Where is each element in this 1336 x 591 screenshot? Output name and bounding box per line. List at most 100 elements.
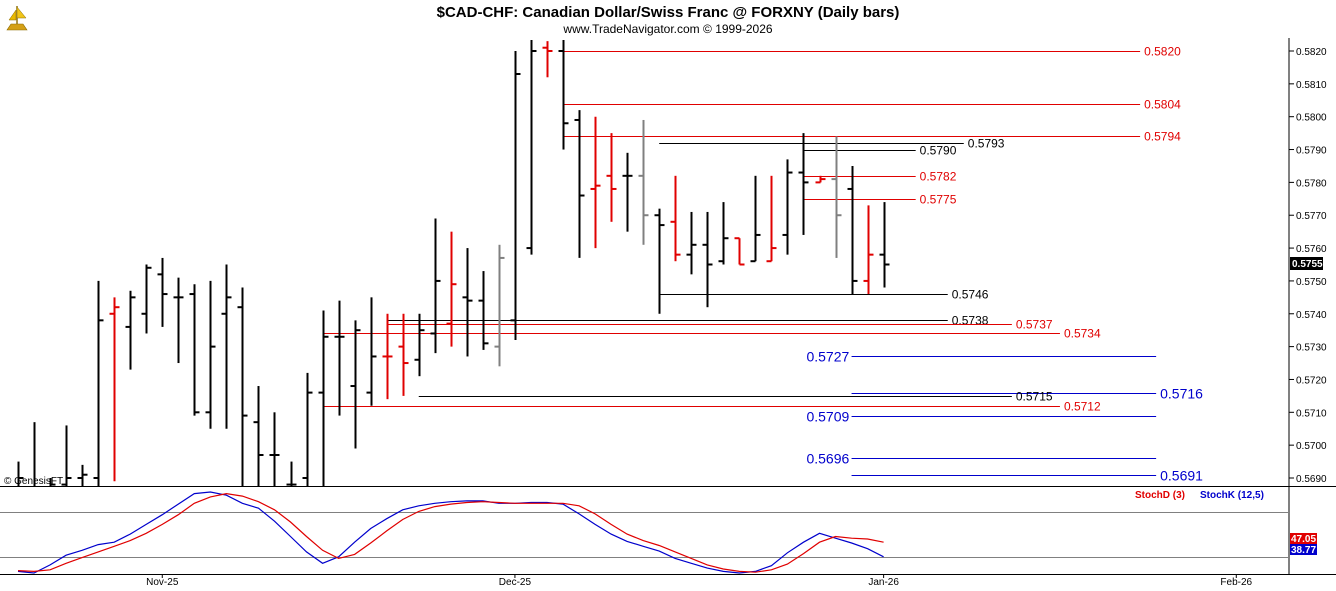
level-label: 0.5790 <box>920 144 957 158</box>
stochastic-lines <box>17 491 884 574</box>
ohlc-bar <box>125 290 136 370</box>
ohlc-bar <box>253 386 264 486</box>
ohlc-bar <box>670 175 681 262</box>
ohlc-bar <box>798 133 809 235</box>
y-tick-label: 0.5810 <box>1296 80 1327 91</box>
ohlc-bar <box>638 119 649 245</box>
y-tick-label: 0.5820 <box>1296 47 1327 58</box>
y-tick-label: 0.5800 <box>1296 113 1327 124</box>
level-label: 0.5746 <box>952 288 989 302</box>
ohlc-bar <box>782 159 793 255</box>
level-label: 0.5709 <box>806 409 849 425</box>
ohlc-bar <box>478 271 489 350</box>
x-tick-label: Feb-26 <box>1220 577 1252 588</box>
y-tick-label: 0.5770 <box>1296 211 1327 222</box>
ohlc-bar <box>221 264 232 429</box>
ohlc-bar <box>815 175 826 184</box>
ohlc-bar <box>831 136 842 258</box>
level-label: 0.5804 <box>1144 98 1181 112</box>
ohlc-bar <box>77 464 88 486</box>
y-tick-label: 0.5700 <box>1296 441 1327 452</box>
ohlc-bar <box>334 300 345 416</box>
level-label: 0.5734 <box>1064 327 1101 341</box>
level-label: 0.5775 <box>920 193 957 207</box>
ohlc-bar <box>414 313 425 377</box>
stochk-legend: StochK (12,5) <box>1200 490 1264 501</box>
ohlc-bar <box>350 320 361 449</box>
ohlc-bar <box>702 211 713 308</box>
y-tick-label: 0.5750 <box>1296 277 1327 288</box>
last-price-label: 0.5755 <box>1292 259 1323 270</box>
ohlc-bar <box>718 202 729 265</box>
y-tick-label: 0.5780 <box>1296 178 1327 189</box>
ohlc-bar <box>590 116 601 249</box>
last-price-badge <box>1290 257 1323 270</box>
x-tick-label: Dec-25 <box>499 577 532 588</box>
ohlc-bar <box>526 40 537 255</box>
ohlc-bar <box>510 51 521 341</box>
x-tick-label: Jan-26 <box>868 577 899 588</box>
ohlc-bar <box>494 244 505 367</box>
level-label: 0.5716 <box>1160 386 1203 402</box>
ohlc-bar <box>318 310 329 486</box>
x-tick-label: Nov-25 <box>146 577 179 588</box>
ohlc-bar <box>366 297 377 406</box>
date-x-axis: Nov-25 Dec-25 Jan-26 Feb-26 <box>146 574 1253 588</box>
level-label: 0.5712 <box>1064 400 1101 414</box>
ohlc-bar <box>847 165 858 295</box>
y-tick-label: 0.5740 <box>1296 310 1327 321</box>
price-y-axis: 0.5690 0.5700 0.5710 0.5720 0.5730 0.5740 0.57… <box>1289 47 1327 485</box>
ohlc-bar <box>734 237 745 266</box>
ohlc-bar <box>462 248 473 357</box>
ohlc-bar <box>879 202 890 288</box>
ohlc-bar <box>49 478 56 486</box>
ohlc-bar <box>654 208 665 314</box>
ohlc-bar <box>622 152 633 232</box>
level-label: 0.5696 <box>806 451 849 467</box>
ohlc-bar <box>17 461 24 486</box>
y-tick-label: 0.5690 <box>1296 474 1327 485</box>
ohlc-bar <box>542 41 553 78</box>
ohlc-bar <box>863 205 874 295</box>
ohlc-bar <box>302 372 313 486</box>
stochd-value-badge <box>1290 533 1317 544</box>
y-tick-label: 0.5760 <box>1296 244 1327 255</box>
level-label: 0.5727 <box>806 349 849 365</box>
chart-title: $CAD-CHF: Canadian Dollar/Swiss Franc @ … <box>437 4 900 21</box>
ohlc-bar <box>237 287 248 486</box>
ohlc-bar <box>157 257 168 327</box>
ohlc-bar <box>558 40 569 150</box>
chart-subtitle: www.TradeNavigator.com © 1999-2026 <box>562 22 772 36</box>
ohlc-bar <box>430 218 441 354</box>
stochd-legend: StochD (3) <box>1135 490 1185 501</box>
level-label: 0.5737 <box>1016 318 1053 332</box>
ohlc-bar <box>686 211 697 275</box>
ohlc-bar <box>750 175 761 263</box>
stochk-value-badge <box>1290 544 1317 555</box>
ohlc-bar <box>109 297 120 482</box>
ohlc-bars <box>17 40 890 486</box>
stochd-value-label: 47.05 <box>1291 534 1316 545</box>
ohlc-bar <box>189 284 200 416</box>
ohlc-bar <box>141 264 152 334</box>
ohlc-bar <box>398 313 409 396</box>
level-label: 0.5794 <box>1144 130 1181 144</box>
y-tick-label: 0.5790 <box>1296 146 1327 157</box>
level-label: 0.5738 <box>952 314 989 328</box>
level-label: 0.5793 <box>968 137 1005 151</box>
ohlc-bar <box>446 231 457 347</box>
stoch-series-line <box>17 492 884 573</box>
level-label: 0.5691 <box>1160 468 1203 484</box>
copyright-label: © GenesisFT <box>4 476 63 487</box>
y-tick-label: 0.5720 <box>1296 375 1327 386</box>
y-tick-label: 0.5710 <box>1296 408 1327 419</box>
ohlc-bar <box>574 110 585 258</box>
level-label: 0.5715 <box>1016 390 1053 404</box>
ohlc-bar <box>382 313 393 400</box>
y-tick-label: 0.5730 <box>1296 343 1327 354</box>
level-label: 0.5782 <box>920 170 957 184</box>
price-levels: 0.5820 0.5804 0.5794 0.5793 0.5790 0.5782 0.57… <box>322 45 1203 484</box>
trade-navigator-logo-icon <box>3 4 31 32</box>
stoch-series-line <box>17 491 884 574</box>
